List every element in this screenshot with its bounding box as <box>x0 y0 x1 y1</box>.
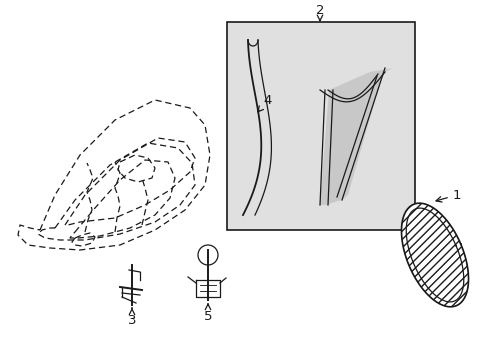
Text: 4: 4 <box>257 94 272 112</box>
Polygon shape <box>319 68 392 205</box>
Polygon shape <box>401 203 468 307</box>
Bar <box>226 22 414 230</box>
Text: 2: 2 <box>315 4 324 21</box>
Text: 3: 3 <box>127 308 136 327</box>
Text: 1: 1 <box>435 189 460 202</box>
Text: 5: 5 <box>203 304 212 324</box>
